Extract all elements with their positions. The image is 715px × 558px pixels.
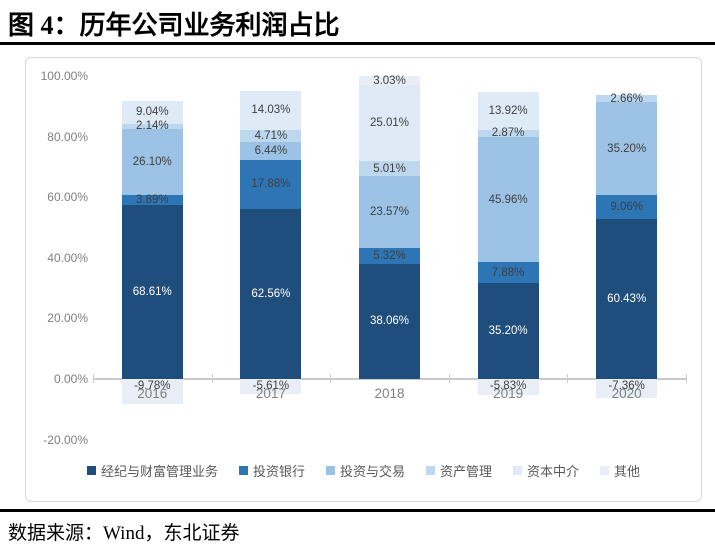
legend-item: 资本中介 <box>513 461 579 480</box>
legend-item: 投资银行 <box>238 461 305 480</box>
legend-label: 经纪与财富管理业务 <box>100 464 218 479</box>
legend-item: 投资与交易 <box>325 461 405 480</box>
legend-label: 投资与交易 <box>339 464 405 479</box>
legend-swatch <box>426 466 435 475</box>
chart-legend: 经纪与财富管理业务 投资银行 投资与交易 资产管理 资本中介 其他 <box>25 461 702 480</box>
legend-label: 其他 <box>614 464 641 479</box>
legend-swatch <box>513 466 523 475</box>
legend-label: 投资银行 <box>252 464 305 479</box>
legend-label: 资本中介 <box>527 464 580 479</box>
legend-swatch <box>238 466 248 475</box>
legend-item: 经纪与财富管理业务 <box>86 461 218 480</box>
legend-item: 其他 <box>600 461 640 480</box>
footer-rule <box>0 509 715 512</box>
legend-swatch <box>600 466 610 475</box>
legend-label: 资产管理 <box>440 464 493 479</box>
legend-swatch <box>325 466 335 475</box>
title-rule <box>0 42 715 45</box>
page-title: 图 4：历年公司业务利润占比 <box>8 11 340 40</box>
legend-item: 资产管理 <box>426 461 492 480</box>
chart-panel <box>25 57 702 502</box>
legend-swatch <box>86 466 96 475</box>
source-note: 数据来源：Wind，东北证券 <box>8 523 240 544</box>
